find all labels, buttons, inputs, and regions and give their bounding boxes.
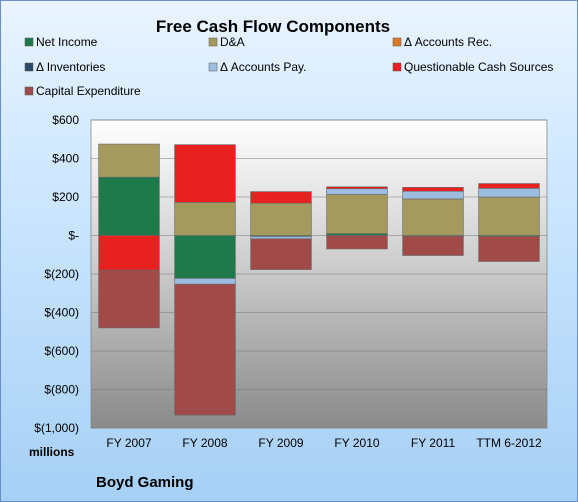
- bar-segment: [478, 196, 540, 236]
- bar-segment: [326, 235, 388, 250]
- legend: Net Income D&A Δ Accounts Rec. Δ Inventorie…: [24, 35, 553, 98]
- y-tick-label: $(200): [44, 267, 79, 281]
- bar-segment: [402, 187, 464, 192]
- x-tick-label: TTM 6-2012: [476, 436, 542, 450]
- bar-segment: [250, 191, 312, 204]
- y-tick-label: $(800): [44, 383, 79, 397]
- legend-swatch: [24, 86, 34, 96]
- legend-label: D&A: [220, 35, 245, 49]
- bar-segment: [98, 176, 160, 236]
- bar-segment: [250, 236, 312, 240]
- legend-label: Questionable Cash Sources: [404, 60, 553, 74]
- bar-segment: [402, 198, 464, 236]
- legend-swatch: [24, 37, 34, 47]
- bar-segment: [478, 188, 540, 198]
- bar-segment: [98, 269, 160, 329]
- chart-title: Free Cash Flow Components: [156, 17, 390, 36]
- bar-segment: [98, 143, 160, 178]
- x-tick-label: FY 2008: [182, 436, 227, 450]
- y-tick-label: $(400): [44, 306, 79, 320]
- company-label: Boyd Gaming: [96, 474, 194, 491]
- legend-swatch: [24, 62, 34, 72]
- gridlines: [91, 119, 547, 429]
- bar-segment: [478, 183, 540, 189]
- bar-segment: [326, 186, 388, 190]
- unit-label: millions: [29, 445, 75, 459]
- bars: [98, 143, 540, 416]
- legend-swatch: [208, 37, 218, 47]
- bar-segment: [174, 202, 236, 236]
- legend-swatch: [208, 62, 218, 72]
- bar-segment: [402, 190, 464, 200]
- y-axis: $600 $400 $200 $- $(200) $(400) $(600) $(800) $(…: [34, 113, 79, 435]
- bar-segment: [478, 236, 540, 262]
- legend-label: Δ Accounts Pay.: [220, 60, 307, 74]
- bar-segment: [250, 238, 312, 270]
- bar-segment: [174, 283, 236, 416]
- x-tick-label: FY 2007: [106, 436, 151, 450]
- y-tick-label: $600: [52, 113, 79, 127]
- x-tick-label: FY 2009: [258, 436, 303, 450]
- y-tick-label: $200: [52, 190, 79, 204]
- y-tick-label: $(600): [44, 344, 79, 358]
- bar-segment: [326, 194, 388, 234]
- legend-label: Δ Accounts Rec.: [404, 35, 492, 49]
- bar-segment: [402, 235, 464, 256]
- legend-label: Net Income: [36, 35, 98, 49]
- bar-segment: [174, 235, 236, 279]
- legend-swatch: [392, 37, 402, 47]
- legend-label: Δ Inventories: [36, 60, 105, 74]
- bar-segment: [326, 188, 388, 195]
- x-axis: FY 2007 FY 2008 FY 2009 FY 2010 FY 2011 TTM 6…: [106, 436, 542, 450]
- legend-label: Capital Expenditure: [36, 84, 141, 98]
- bar-segment: [250, 202, 312, 236]
- bar-segment: [174, 144, 236, 203]
- bar-segment: [174, 278, 236, 285]
- legend-swatch: [392, 62, 402, 72]
- x-tick-label: FY 2010: [334, 436, 379, 450]
- y-tick-label: $-: [68, 229, 79, 243]
- y-tick-label: $(1,000): [34, 421, 79, 435]
- bar-segment: [98, 235, 160, 271]
- x-tick-label: FY 2011: [411, 436, 456, 450]
- y-tick-label: $400: [52, 152, 79, 166]
